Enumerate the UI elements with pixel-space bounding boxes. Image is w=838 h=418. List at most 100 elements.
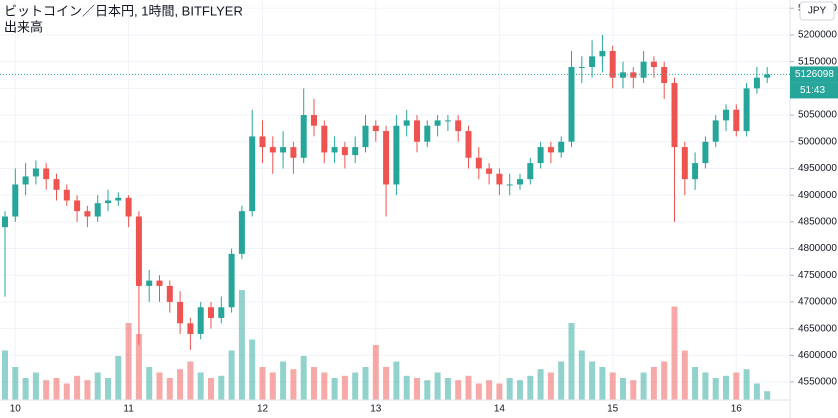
candle-body: [43, 168, 50, 180]
volume-bar: [300, 356, 307, 400]
candle-body: [640, 61, 647, 78]
candle-body: [671, 83, 678, 148]
candle-body: [146, 280, 153, 286]
candle-body: [372, 125, 379, 132]
candle-body: [321, 125, 328, 153]
candle-body: [733, 109, 740, 132]
volume-bar: [228, 350, 235, 400]
volume-bar: [105, 378, 111, 400]
volume-bar: [218, 375, 225, 400]
candle-body: [578, 67, 585, 69]
candle-body: [32, 168, 39, 177]
candle-body: [558, 141, 565, 153]
candle-body: [702, 141, 709, 164]
volume-bar: [135, 334, 142, 400]
volume-label: 出来高: [4, 19, 43, 34]
candle-body: [743, 88, 750, 132]
volume-bar: [578, 350, 585, 400]
volume-bar: [22, 378, 29, 400]
volume-bar: [341, 375, 348, 400]
volume-bar: [197, 372, 204, 400]
candle-body: [723, 109, 729, 121]
x-tick-label: 12: [257, 404, 269, 415]
candle-body: [393, 125, 400, 185]
x-tick-label: 15: [607, 404, 619, 415]
volume-bar: [187, 361, 194, 400]
volume-bar: [43, 380, 50, 400]
volume-bar: [640, 372, 647, 400]
volume-bar: [455, 380, 462, 400]
y-tick-label: 4700000: [798, 297, 837, 308]
volume-bar: [537, 369, 544, 400]
volume-bar: [414, 378, 420, 400]
candle-body: [609, 50, 616, 78]
volume-bar: [53, 378, 60, 400]
volume-bar: [506, 378, 513, 400]
candle-body: [208, 307, 214, 318]
candle-body: [238, 211, 245, 254]
candle-body: [156, 280, 163, 286]
candle-body: [115, 197, 122, 201]
y-tick-label: 4850000: [798, 216, 837, 227]
candle-body: [599, 50, 606, 57]
candle-body: [424, 125, 431, 142]
volume-bar: [681, 350, 688, 400]
volume-bar: [403, 375, 410, 400]
volume-bar: [599, 367, 606, 400]
currency[interactable]: JPY: [808, 6, 827, 17]
countdown: 51:43: [800, 85, 825, 96]
volume-bar: [764, 391, 771, 400]
candle-body: [362, 125, 369, 148]
y-tick-label: 5050000: [798, 110, 837, 121]
volume-bar: [609, 372, 616, 400]
volume-bar: [290, 369, 297, 400]
candle-body: [661, 67, 668, 84]
y-tick-label: 4550000: [798, 377, 837, 388]
volume-bar: [723, 375, 729, 400]
volume-bar: [362, 367, 369, 400]
candle-body: [506, 184, 513, 186]
candle-body: [403, 120, 410, 126]
volume-bar: [547, 372, 554, 400]
candle-body: [74, 200, 81, 212]
y-tick-label: 4750000: [798, 270, 837, 281]
currency-box[interactable]: [799, 1, 835, 21]
candle-body: [259, 136, 266, 148]
candle-body: [352, 147, 359, 156]
candle-body: [197, 307, 204, 334]
volume-bar: [743, 369, 750, 400]
candle-body: [568, 67, 575, 142]
volume-bar: [589, 361, 596, 400]
volume-bar: [671, 306, 678, 400]
y-tick-label: 4800000: [798, 243, 837, 254]
volume-bar: [63, 383, 70, 400]
candle-body: [537, 147, 544, 164]
volume-bar: [444, 378, 451, 400]
volume-bar: [753, 383, 760, 400]
candle-body: [496, 173, 503, 185]
candle-body: [475, 157, 482, 169]
volume-bar: [208, 378, 214, 400]
candle-body: [269, 147, 276, 153]
volume-bar: [125, 323, 132, 400]
volume-layer: [2, 290, 771, 400]
candle-body: [486, 168, 493, 174]
candle-body: [12, 184, 19, 217]
candle-body: [63, 189, 70, 201]
volume-bar: [321, 372, 328, 400]
candle-body: [290, 147, 297, 158]
volume-bar: [465, 375, 472, 400]
volume-bar: [424, 380, 431, 400]
candle-body: [84, 211, 91, 217]
volume-bar: [692, 367, 699, 400]
x-tick-label: 16: [731, 404, 743, 415]
volume-bar: [259, 367, 266, 400]
candle-body: [311, 115, 317, 126]
y-tick-label: 4900000: [798, 190, 837, 201]
volume-bar: [650, 367, 657, 400]
candle-body: [414, 120, 420, 142]
y-tick-label: 4950000: [798, 163, 837, 174]
candle-body: [94, 203, 101, 217]
volume-bar: [733, 372, 740, 400]
